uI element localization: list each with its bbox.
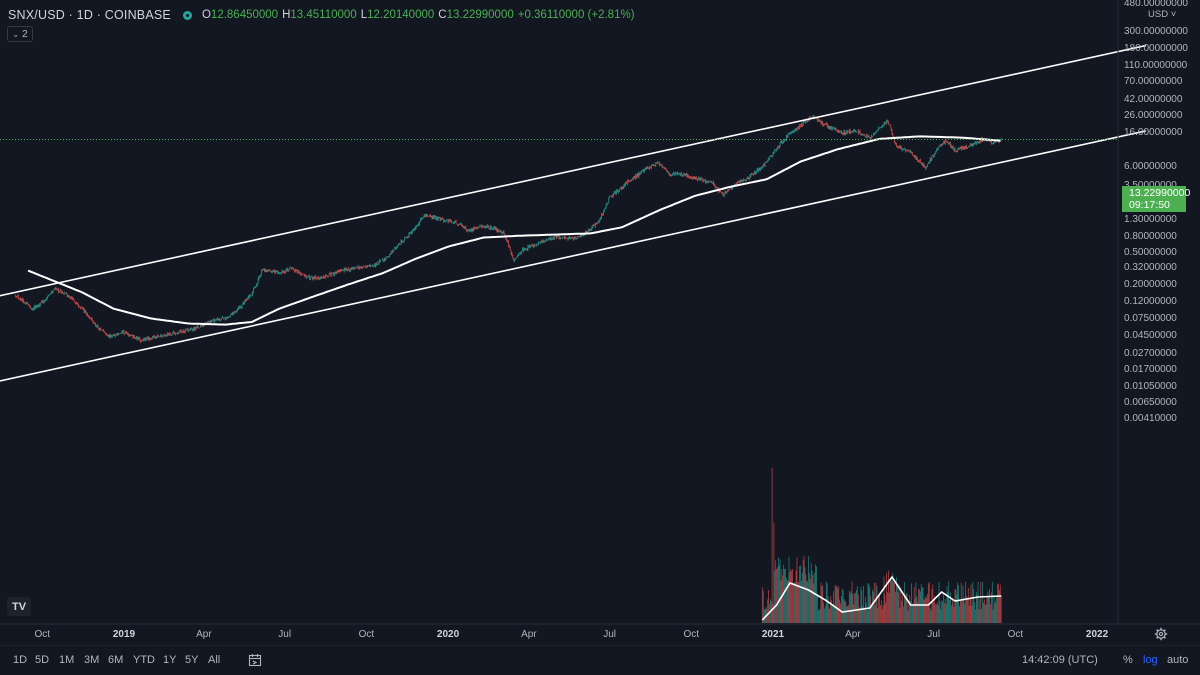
price-tick-label: 0.20000000 <box>1124 278 1177 290</box>
last-price-badge: 13.22990000 09:17:50 <box>1122 186 1191 212</box>
price-tick-label: 0.04500000 <box>1124 330 1177 342</box>
price-tick-label: 110.00000000 <box>1124 60 1188 72</box>
time-tick-label: Oct <box>358 629 375 640</box>
time-tick-label: Oct <box>683 629 700 640</box>
time-tick-label: 2021 <box>761 629 785 640</box>
close-value: C13.22990000 <box>438 9 514 21</box>
price-tick-label: 16.00000000 <box>1124 126 1183 138</box>
symbol-legend[interactable]: SNX/USD · 1D · COINBASE O12.86450000 H13… <box>8 6 639 24</box>
log-scale-button[interactable]: log <box>1143 654 1158 666</box>
price-tick-label: 0.07500000 <box>1124 312 1177 324</box>
price-tick-label: 0.80000000 <box>1124 230 1177 242</box>
channel-lower-line <box>0 130 1147 382</box>
currency-selector[interactable]: USD ˅ <box>1148 9 1177 20</box>
candles <box>15 114 1002 344</box>
tradingview-logo-icon[interactable]: TV <box>7 597 31 616</box>
chevron-down-icon: ⌄ <box>12 29 20 39</box>
price-tick-label: 3.50000000 <box>1124 180 1194 191</box>
range-button-3m[interactable]: 3M <box>84 654 100 666</box>
price-tick-label: 70.00000000 <box>1124 75 1183 87</box>
range-button-1y[interactable]: 1Y <box>163 654 177 666</box>
time-tick-label: Oct <box>34 629 51 640</box>
range-button-5y[interactable]: 5Y <box>185 654 199 666</box>
gear-icon[interactable] <box>1154 627 1168 641</box>
price-tick-label: 0.32000000 <box>1124 262 1177 274</box>
time-tick-label: 2019 <box>112 629 136 640</box>
time-tick-label: Jul <box>278 629 292 640</box>
calendar-goto-icon[interactable] <box>248 653 262 667</box>
volume-ma-line <box>761 575 1002 621</box>
price-tick-label: 0.12000000 <box>1124 296 1177 308</box>
time-tick-label: Apr <box>521 629 537 640</box>
volume-bars <box>761 468 1002 623</box>
price-tick-label: 26.00000000 <box>1124 110 1183 122</box>
indicators-toggle-button[interactable]: ⌄ 2 <box>7 26 33 42</box>
time-tick-label: Oct <box>1007 629 1024 640</box>
range-button-1d[interactable]: 1D <box>13 654 28 666</box>
utc-clock[interactable]: 14:42:09 (UTC) <box>1022 654 1098 666</box>
market-status-icon <box>182 10 192 20</box>
time-tick-label: 2020 <box>436 629 460 640</box>
bottom-toolbar <box>0 646 1200 675</box>
price-tick-label: 480.00000000 <box>1124 0 1188 9</box>
bar-countdown: 09:17:50 <box>1129 199 1170 211</box>
chevron-down-icon: ˅ <box>1168 9 1177 20</box>
last-price-value: 13.22990000 <box>1129 187 1191 199</box>
time-tick-label: Jul <box>603 629 617 640</box>
price-tick-label: 0.01700000 <box>1124 363 1177 375</box>
time-tick-label: Apr <box>196 629 212 640</box>
range-button-5d[interactable]: 5D <box>35 654 50 666</box>
time-tick-label: 2022 <box>1085 629 1109 640</box>
range-button-all[interactable]: All <box>208 654 221 666</box>
open-value: O12.86450000 <box>201 9 279 21</box>
time-tick-label: Jul <box>927 629 941 640</box>
price-tick-label: 0.02700000 <box>1124 347 1177 359</box>
range-button-ytd[interactable]: YTD <box>133 654 155 666</box>
low-value: L12.20140000 <box>360 9 435 21</box>
channel-upper-line <box>0 44 1147 297</box>
symbol-title[interactable]: SNX/USD · 1D · COINBASE <box>8 8 171 22</box>
price-tick-label: 180.00000000 <box>1124 43 1188 55</box>
price-tick-label: 0.50000000 <box>1124 246 1177 258</box>
range-button-1m[interactable]: 1M <box>59 654 75 666</box>
price-tick-label: 6.00000000 <box>1124 160 1177 172</box>
range-button-6m[interactable]: 6M <box>108 654 124 666</box>
price-tick-label: 300.00000000 <box>1124 25 1188 37</box>
price-tick-label: 0.00650000 <box>1124 397 1177 409</box>
price-tick-label: 42.00000000 <box>1124 93 1183 105</box>
high-value: H13.45110000 <box>282 9 357 21</box>
price-tick-label: 0.01050000 <box>1124 380 1177 392</box>
indicator-count: 2 <box>22 28 28 40</box>
auto-scale-button[interactable]: auto <box>1167 654 1189 666</box>
percent-scale-button[interactable]: % <box>1123 654 1133 666</box>
price-tick-label: 1.30000000 <box>1124 213 1177 225</box>
time-tick-label: Apr <box>845 629 861 640</box>
moving-average-line <box>27 135 1001 326</box>
change-value: +0.36110000 (+2.81%) <box>517 9 635 21</box>
price-tick-label: 0.00410000 <box>1124 413 1177 425</box>
